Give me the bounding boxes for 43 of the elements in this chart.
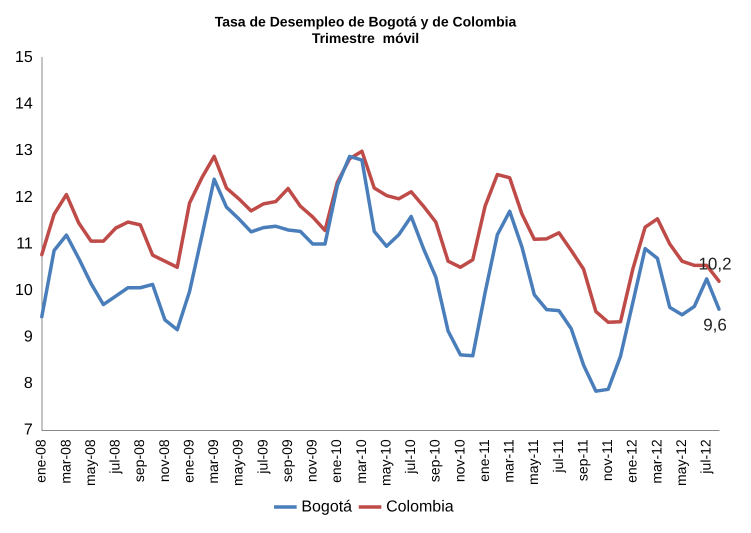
x-tick-label: jul-08 xyxy=(106,439,123,475)
chart-title: Tasa de Desempleo de Bogotá y de Colombia xyxy=(214,13,517,30)
y-tick-label: 11 xyxy=(16,235,33,252)
x-tick-label: jul-10 xyxy=(402,439,418,475)
x-tick-label: jul-09 xyxy=(254,439,270,475)
x-tick-label: nov-08 xyxy=(156,439,172,482)
x-tick-label: sep-09 xyxy=(278,439,295,482)
x-tick-label: may-12 xyxy=(672,439,689,486)
y-tick-label: 15 xyxy=(15,49,33,66)
data-label: 9,6 xyxy=(703,315,727,334)
y-tick-label: 8 xyxy=(24,375,33,392)
x-tick-label: may-09 xyxy=(230,439,246,486)
legend-label: Colombia xyxy=(386,498,454,516)
y-tick-label: 14 xyxy=(15,96,33,113)
x-tick-label: sep-10 xyxy=(426,439,443,482)
x-tick-label: mar-10 xyxy=(352,439,369,484)
x-tick-label: mar-11 xyxy=(500,439,517,483)
y-tick-label: 7 xyxy=(24,422,33,439)
x-tick-label: ene-09 xyxy=(180,439,196,483)
y-tick-label: 10 xyxy=(15,282,33,299)
x-tick-label: ene-10 xyxy=(328,439,344,483)
x-tick-label: nov-10 xyxy=(451,439,468,482)
x-tick-label: may-10 xyxy=(377,439,394,486)
x-tick-label: ene-11 xyxy=(476,439,492,482)
y-tick-label: 9 xyxy=(24,328,33,346)
x-tick-label: jul-11 xyxy=(550,439,566,474)
x-tick-label: nov-11 xyxy=(599,439,616,482)
y-tick-label: 12 xyxy=(15,188,33,206)
x-tick-label: mar-12 xyxy=(648,439,664,484)
x-tick-label: may-08 xyxy=(82,439,98,486)
x-tick-label: mar-08 xyxy=(57,439,74,484)
x-tick-label: nov-09 xyxy=(304,439,320,482)
x-tick-label: sep-08 xyxy=(131,439,148,482)
x-tick-label: sep-11 xyxy=(574,439,590,482)
x-tick-label: mar-09 xyxy=(205,439,222,484)
x-tick-label: ene-12 xyxy=(624,439,640,483)
data-label: 10,2 xyxy=(698,254,732,274)
chart-subtitle: Trimestre móvil xyxy=(312,30,420,46)
legend-label: Bogotá xyxy=(301,498,352,516)
y-tick-label: 13 xyxy=(15,142,33,160)
x-tick-label: ene-08 xyxy=(32,439,49,483)
x-tick-label: may-11 xyxy=(525,439,542,485)
x-tick-label: jul-12 xyxy=(698,439,714,475)
